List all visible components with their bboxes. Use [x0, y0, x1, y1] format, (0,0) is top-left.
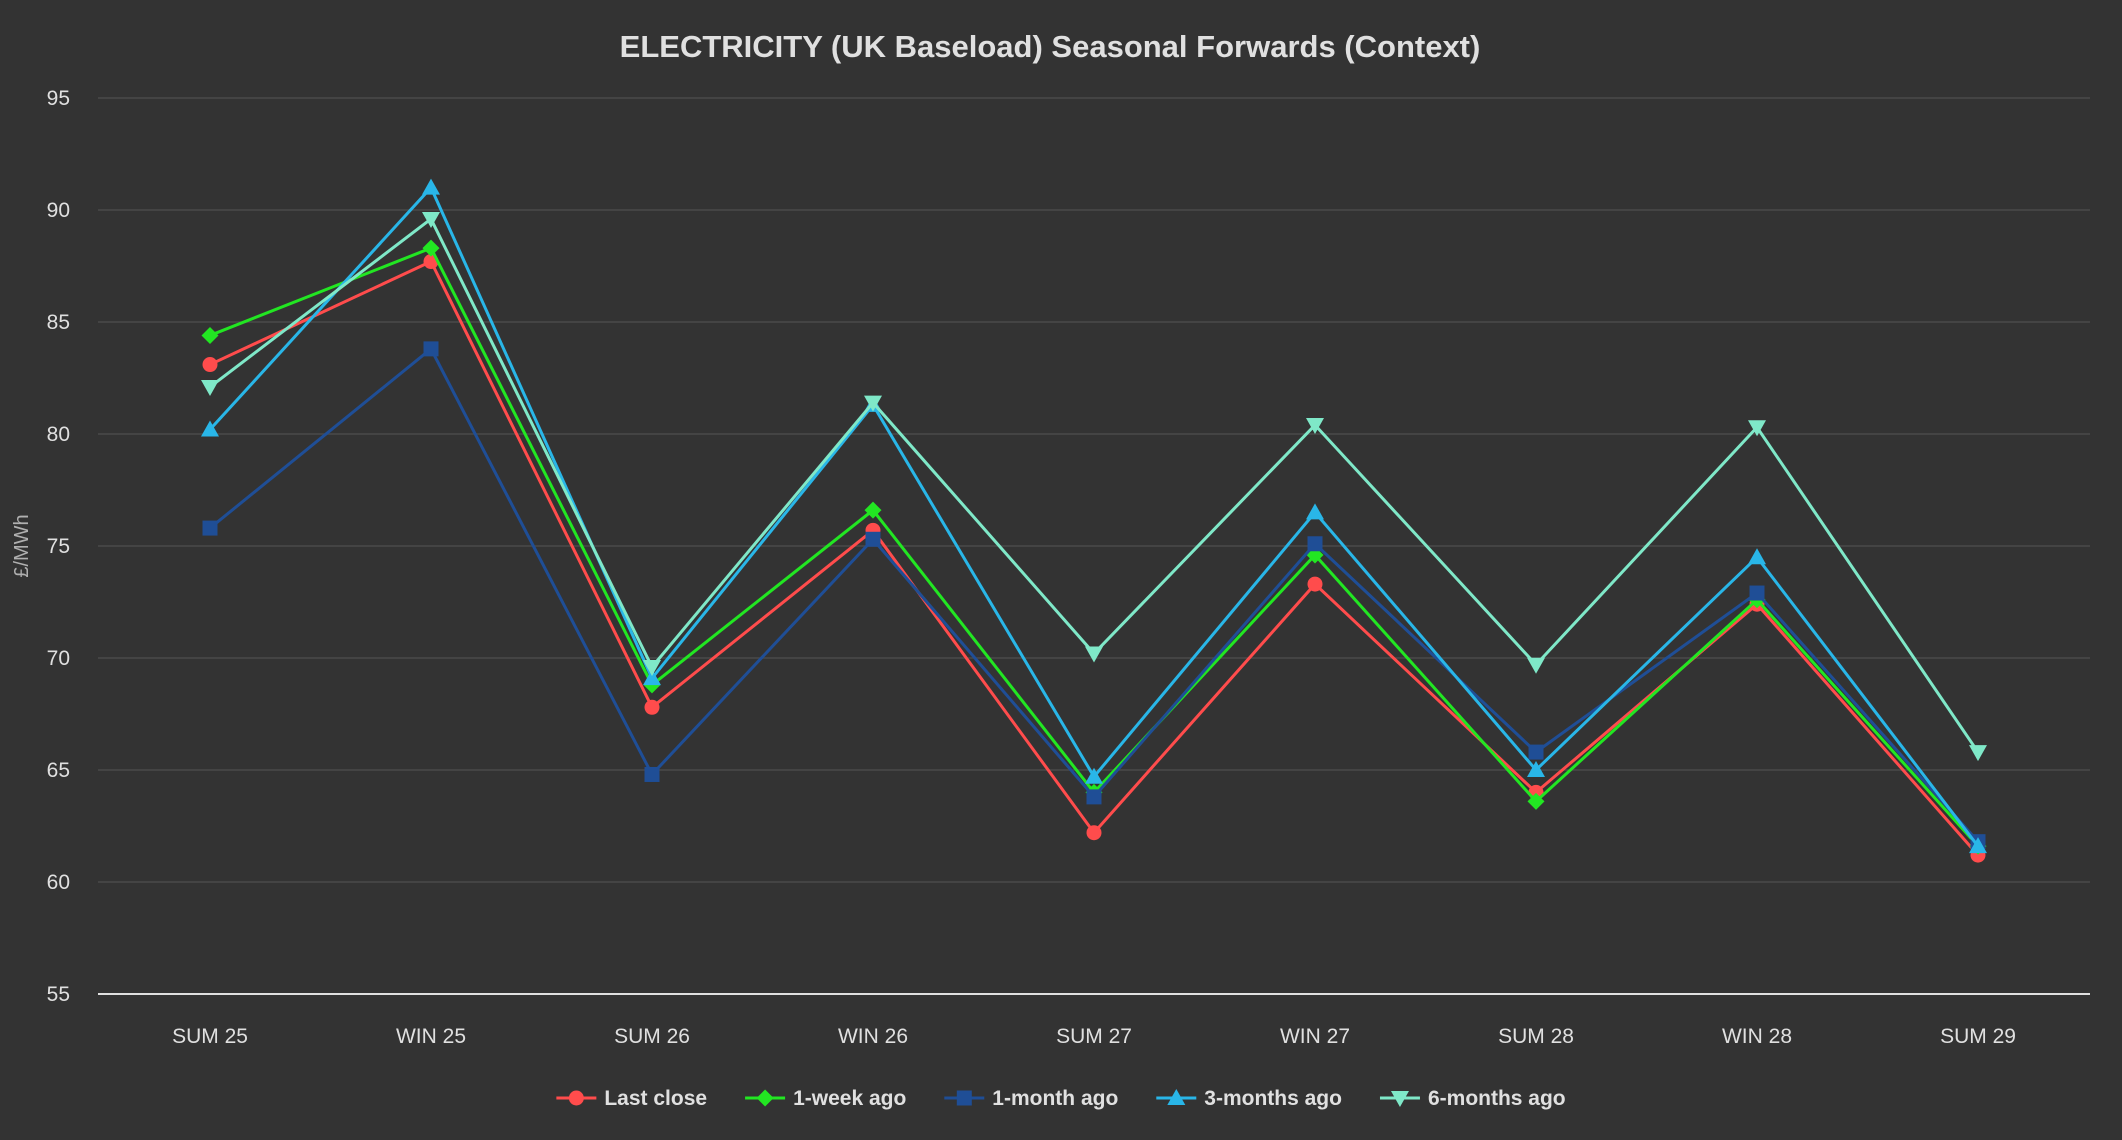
- x-tick-label-sum-28: SUM 28: [1498, 1025, 1574, 1048]
- y-tick-label-90: 90: [47, 199, 70, 222]
- series-6-months-ago: [201, 211, 1987, 762]
- grid: [98, 97, 2090, 883]
- data-point-1-month-ago-sum-26[interactable]: [644, 766, 660, 782]
- data-point-1-month-ago-win-28[interactable]: [1749, 585, 1765, 601]
- series-1-week-ago: [201, 239, 1987, 855]
- data-point-last-close-sum-26[interactable]: [644, 699, 660, 715]
- series-group: [201, 178, 1987, 863]
- data-point-1-month-ago-sum-28[interactable]: [1528, 744, 1544, 760]
- data-point-3-months-ago-sum-26[interactable]: [643, 669, 661, 686]
- y-tick-label-65: 65: [47, 759, 70, 782]
- data-point-6-months-ago-sum-29[interactable]: [1969, 745, 1987, 762]
- y-tick-label-75: 75: [47, 535, 70, 558]
- legend-item-3-months-ago[interactable]: 3-months ago: [1156, 1087, 1342, 1110]
- data-point-last-close-sum-27[interactable]: [1086, 825, 1102, 841]
- legend-item-6-months-ago[interactable]: 6-months ago: [1379, 1087, 1566, 1110]
- legend-label-6-months-ago: 6-months ago: [1428, 1087, 1566, 1110]
- data-point-6-months-ago-sum-28[interactable]: [1527, 657, 1545, 674]
- data-point-3-months-ago-win-27[interactable]: [1306, 503, 1324, 520]
- x-tick-label-sum-26: SUM 26: [614, 1025, 690, 1048]
- legend-marker-6-months-ago: [1390, 1091, 1409, 1107]
- legend-item-1-week-ago[interactable]: 1-week ago: [745, 1087, 906, 1110]
- data-point-3-months-ago-win-28[interactable]: [1748, 548, 1766, 565]
- data-point-6-months-ago-sum-25[interactable]: [201, 379, 219, 396]
- x-tick-label-sum-25: SUM 25: [172, 1025, 248, 1048]
- x-tick-label-win-28: WIN 28: [1722, 1025, 1792, 1048]
- data-point-1-month-ago-sum-27[interactable]: [1086, 789, 1102, 805]
- data-point-1-week-ago-win-25[interactable]: [422, 239, 440, 257]
- data-point-3-months-ago-sum-27[interactable]: [1085, 767, 1103, 784]
- legend-label-3-months-ago: 3-months ago: [1204, 1087, 1342, 1110]
- data-point-1-week-ago-win-26[interactable]: [864, 501, 882, 519]
- data-point-6-months-ago-win-26[interactable]: [864, 395, 882, 412]
- series-3-months-ago: [201, 178, 1987, 854]
- series-line-1-week-ago: [209, 246, 1980, 848]
- x-tick-label-sum-27: SUM 27: [1056, 1025, 1132, 1048]
- data-point-1-week-ago-sum-25[interactable]: [201, 326, 219, 344]
- x-axis-ticks: SUM 25 WIN 25 SUM 26 WIN 26 SUM 27 WIN 27 SUM …: [172, 1025, 2016, 1048]
- data-point-1-month-ago-win-25[interactable]: [423, 341, 439, 357]
- legend-marker-last-close: [568, 1090, 584, 1106]
- data-point-1-month-ago-win-26[interactable]: [865, 531, 881, 547]
- data-point-1-month-ago-win-27[interactable]: [1307, 536, 1323, 552]
- data-point-6-months-ago-sum-26[interactable]: [643, 659, 661, 676]
- y-tick-label-55: 55: [47, 983, 70, 1006]
- y-tick-label-80: 80: [47, 423, 70, 446]
- legend-item-last-close[interactable]: Last close: [556, 1087, 707, 1110]
- legend-label-last-close: Last close: [604, 1087, 707, 1110]
- data-point-1-month-ago-sum-25[interactable]: [202, 520, 218, 536]
- y-tick-label-60: 60: [47, 871, 70, 894]
- y-tick-label-85: 85: [47, 311, 70, 334]
- data-point-last-close-sum-25[interactable]: [202, 357, 218, 373]
- data-point-last-close-win-27[interactable]: [1307, 576, 1323, 592]
- data-point-1-week-ago-sum-28[interactable]: [1527, 792, 1545, 810]
- y-tick-label-70: 70: [47, 647, 70, 670]
- x-tick-label-win-26: WIN 26: [838, 1025, 908, 1048]
- y-axis-title: £/MWh: [11, 514, 33, 577]
- legend-label-1-week-ago: 1-week ago: [793, 1087, 906, 1110]
- series-line-last-close: [209, 259, 1980, 857]
- legend-marker-1-week-ago: [756, 1089, 774, 1107]
- legend-item-1-month-ago[interactable]: 1-month ago: [944, 1087, 1118, 1110]
- legend-label-1-month-ago: 1-month ago: [992, 1087, 1118, 1110]
- x-tick-label-win-27: WIN 27: [1280, 1025, 1350, 1048]
- data-point-3-months-ago-sum-29[interactable]: [1969, 837, 1987, 854]
- y-axis-ticks: 55 60 65 70 75 80 85 90 95: [47, 87, 70, 1006]
- legend-marker-1-month-ago: [956, 1090, 972, 1106]
- series-line-6-months-ago: [209, 216, 1980, 753]
- data-point-6-months-ago-sum-27[interactable]: [1085, 646, 1103, 663]
- chart-title: ELECTRICITY (UK Baseload) Seasonal Forwa…: [620, 29, 1481, 64]
- legend: Last close 1-week ago 1-month ago 3-months …: [556, 1087, 1566, 1110]
- series-line-3-months-ago: [208, 184, 1980, 848]
- legend-marker-3-months-ago: [1167, 1089, 1186, 1105]
- data-point-6-months-ago-win-28[interactable]: [1748, 420, 1766, 437]
- x-tick-label-win-25: WIN 25: [396, 1025, 466, 1048]
- series-1-month-ago: [202, 341, 1986, 850]
- y-tick-label-95: 95: [47, 87, 70, 110]
- data-point-3-months-ago-sum-25[interactable]: [201, 420, 219, 437]
- data-point-6-months-ago-win-25[interactable]: [422, 211, 440, 228]
- data-point-3-months-ago-sum-28[interactable]: [1527, 761, 1545, 777]
- data-point-3-months-ago-win-25[interactable]: [422, 178, 440, 195]
- x-tick-label-sum-29: SUM 29: [1940, 1025, 2016, 1048]
- data-point-6-months-ago-win-27[interactable]: [1306, 418, 1324, 435]
